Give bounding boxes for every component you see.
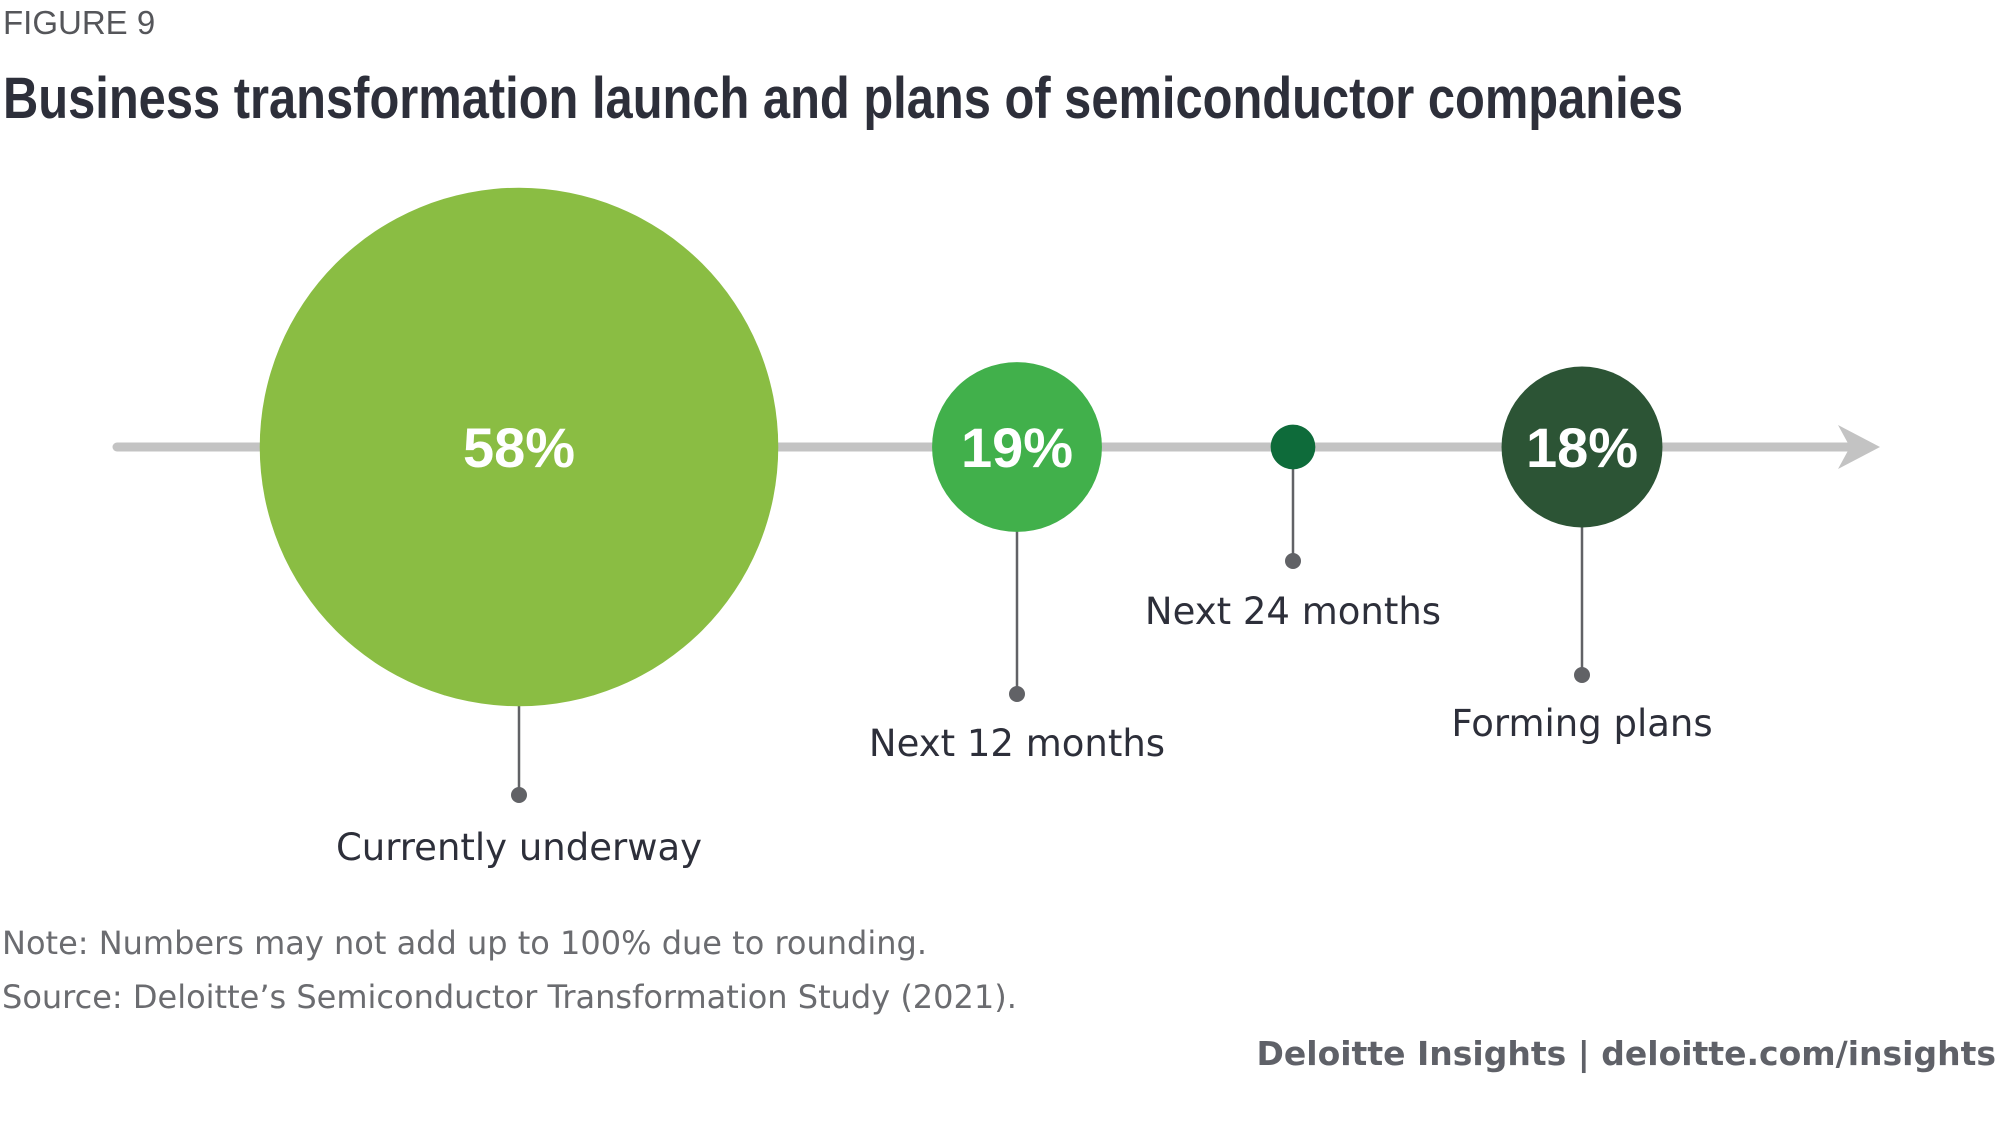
connector-dot [511, 787, 527, 803]
figure-label: FIGURE 9 [3, 4, 155, 41]
value-label: 58% [463, 416, 575, 479]
source-text: Source: Deloitte’s Semiconductor Transfo… [2, 978, 1017, 1016]
note-text: Note: Numbers may not add up to 100% due… [2, 924, 927, 962]
connector-dot [1009, 686, 1025, 702]
category-label: Currently underway [336, 826, 702, 869]
value-label: 19% [961, 416, 1073, 479]
bubble-group-2: 19% Next 12 months [869, 362, 1165, 765]
footer-credit: Deloitte Insights | deloitte.com/insight… [1256, 1034, 1996, 1073]
arrow-head-icon [1838, 425, 1880, 469]
category-label: Forming plans [1451, 702, 1712, 745]
bubble [932, 362, 1102, 532]
bubble-group-4: 18% Forming plans [1451, 366, 1713, 745]
category-label: Next 12 months [869, 722, 1165, 765]
value-label: 5% [1253, 349, 1334, 412]
chart-title: Business transformation launch and plans… [3, 66, 1683, 131]
value-label: 18% [1526, 416, 1638, 479]
bubble [259, 187, 779, 707]
connector-dot [1285, 553, 1301, 569]
bubble [1270, 424, 1316, 470]
bubble-group-3: 5% Next 24 months [1145, 349, 1441, 633]
bubble [1501, 366, 1663, 528]
bubble-group-1: 58% Currently underway [259, 187, 779, 869]
category-label: Next 24 months [1145, 590, 1441, 633]
connector-dot [1574, 667, 1590, 683]
